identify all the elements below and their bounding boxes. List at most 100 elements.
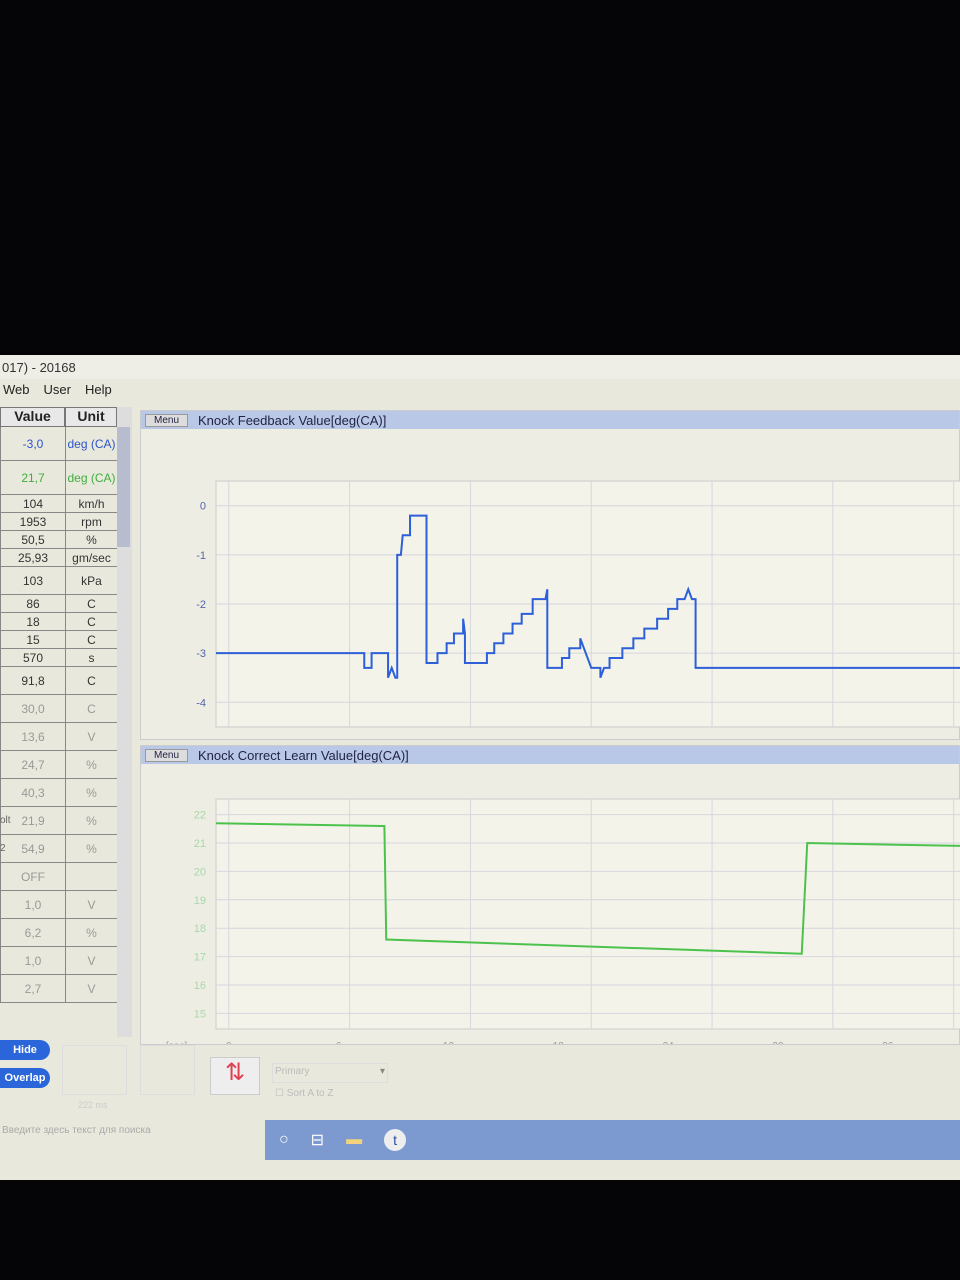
- row-unit: C: [66, 631, 118, 648]
- row-value: 40,3: [1, 779, 66, 806]
- chevron-down-icon: ▾: [379, 1066, 385, 1077]
- chart-title: Knock Feedback Value[deg(CA)]: [198, 412, 387, 428]
- swap-icon[interactable]: ⇅: [210, 1057, 260, 1095]
- row-value: 15: [1, 631, 66, 648]
- y-tick-label: 21: [194, 838, 206, 850]
- file-explorer-icon[interactable]: ▬: [346, 1131, 363, 1148]
- row-unit: V: [66, 975, 118, 1002]
- data-list-table: Value Unit -3,0 deg (CA) 21,7 deg (CA) 104 km/…: [0, 407, 132, 1037]
- table-row[interactable]: 570 s: [0, 649, 132, 667]
- row-value: 1,0: [1, 947, 66, 974]
- table-row[interactable]: OFF: [0, 863, 132, 891]
- table-row[interactable]: 18 C: [0, 613, 132, 631]
- chart-menu-button[interactable]: Menu: [145, 413, 189, 427]
- taskbar-search-input[interactable]: Введите здесь текст для поиска: [2, 1125, 151, 1136]
- row-value: 18: [1, 613, 66, 630]
- x-tick-label: 0: [226, 1041, 232, 1044]
- row-label: olt: [0, 815, 11, 826]
- table-row[interactable]: 25,93 gm/sec: [0, 549, 132, 567]
- sort-checkbox[interactable]: ☐ Sort A to Z: [275, 1088, 334, 1099]
- table-row[interactable]: olt 21,9%: [0, 807, 132, 835]
- overlap-button[interactable]: Overlap: [0, 1068, 50, 1088]
- table-row[interactable]: 2,7 V: [0, 975, 132, 1003]
- table-row[interactable]: 2 54,9%: [0, 835, 132, 863]
- x-tick-label: 24: [663, 1041, 675, 1044]
- scrollbar[interactable]: [117, 407, 132, 1037]
- y-tick-label: -4: [196, 697, 206, 709]
- table-row[interactable]: 104 km/h: [0, 495, 132, 513]
- x-tick-label: 12: [443, 1041, 455, 1044]
- row-unit: %: [66, 807, 118, 834]
- sort-label: Sort A to Z: [286, 1088, 334, 1099]
- table-row[interactable]: 1,0 V: [0, 891, 132, 919]
- menu-help[interactable]: Help: [84, 382, 112, 397]
- dropdown-value: Primary: [275, 1066, 310, 1077]
- row-unit: deg (CA): [66, 461, 118, 494]
- table-row[interactable]: 91,8 C: [0, 667, 132, 695]
- app-window: 017) - 20168 Web User Help Value Unit -3,…: [0, 355, 960, 1180]
- table-row[interactable]: 13,6 V: [0, 723, 132, 751]
- task-view-icon[interactable]: ⊟: [310, 1132, 325, 1149]
- knock-learn-chart: 22 21 20 19 18 17 16 15 [sec] 0 6 12 18 24 30 36: [166, 798, 960, 1052]
- table-row[interactable]: 40,3%: [0, 779, 132, 807]
- table-row[interactable]: 30,0 C: [0, 695, 132, 723]
- series-line: [215, 822, 960, 955]
- row-value: 2,7: [1, 975, 66, 1002]
- primary-dropdown[interactable]: Primary ▾: [272, 1063, 388, 1083]
- header-value[interactable]: Value: [0, 407, 65, 427]
- table-row[interactable]: 103 kPa: [0, 567, 132, 595]
- row-value: -3,0: [1, 427, 66, 460]
- menu-user[interactable]: User: [43, 382, 71, 397]
- y-tick-label: 15: [194, 1008, 206, 1020]
- table-row[interactable]: 6,2%: [0, 919, 132, 947]
- menu-web[interactable]: Web: [3, 382, 30, 397]
- row-unit: [66, 863, 118, 890]
- table-row[interactable]: 50,5%: [0, 531, 132, 549]
- menu-bar: Web User Help: [0, 379, 115, 401]
- chart-panel-knock-learn: Menu Knock Correct Learn Value[deg(CA)] 2…: [140, 745, 960, 1052]
- taskbar: ○ ⊟ ▬ t: [265, 1120, 960, 1160]
- row-unit: kPa: [66, 567, 118, 594]
- row-value: 103: [1, 567, 66, 594]
- table-row[interactable]: 86 C: [0, 595, 132, 613]
- toolbar-button[interactable]: [140, 1045, 195, 1095]
- x-axis-label: [sec]: [166, 1041, 187, 1044]
- table-row[interactable]: 21,7 deg (CA): [0, 461, 132, 495]
- row-unit: %: [66, 751, 118, 778]
- row-unit: %: [66, 779, 118, 806]
- x-tick-label: 36: [882, 1041, 894, 1044]
- chart-menu-button[interactable]: Menu: [145, 748, 189, 762]
- hide-button[interactable]: Hide: [0, 1040, 50, 1060]
- table-row[interactable]: 1,0 V: [0, 947, 132, 975]
- row-value: 21,9: [1, 807, 66, 834]
- cortana-icon[interactable]: ○: [279, 1131, 289, 1148]
- row-unit: deg (CA): [66, 427, 118, 460]
- app-icon[interactable]: t: [384, 1129, 407, 1151]
- x-tick-label: 18: [553, 1041, 565, 1044]
- row-value: 13,6: [1, 723, 66, 750]
- row-value: 570: [1, 649, 66, 666]
- toolbar-button[interactable]: [62, 1045, 127, 1095]
- table-row[interactable]: 1953 rpm: [0, 513, 132, 531]
- y-tick-label: 17: [194, 952, 206, 964]
- y-tick-label: 0: [200, 501, 206, 513]
- row-unit: km/h: [66, 495, 118, 512]
- y-tick-label: -2: [196, 599, 206, 611]
- y-tick-label: -3: [196, 648, 206, 660]
- row-unit: gm/sec: [66, 549, 118, 566]
- table-row[interactable]: -3,0 deg (CA): [0, 427, 132, 461]
- y-tick-label: 18: [194, 923, 206, 935]
- row-unit: %: [66, 835, 118, 862]
- y-tick-label: 19: [194, 895, 206, 907]
- row-value: 86: [1, 595, 66, 612]
- window-title: 017) - 20168: [0, 355, 960, 379]
- y-tick-label: 16: [194, 980, 206, 992]
- row-unit: C: [66, 695, 118, 722]
- row-value: 24,7: [1, 751, 66, 778]
- table-row[interactable]: 24,7%: [0, 751, 132, 779]
- x-tick-label: 6: [336, 1041, 342, 1044]
- table-row[interactable]: 15 C: [0, 631, 132, 649]
- row-value: OFF: [1, 863, 66, 890]
- header-unit[interactable]: Unit: [65, 407, 117, 427]
- row-value: 91,8: [1, 667, 66, 694]
